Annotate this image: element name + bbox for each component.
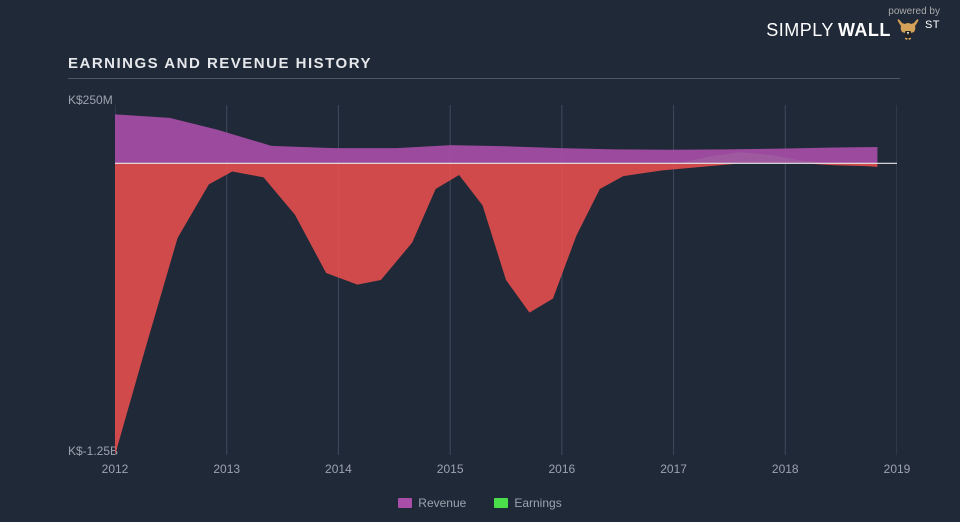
chart-legend: Revenue Earnings — [0, 496, 960, 510]
revenue-swatch — [398, 498, 412, 508]
x-axis-tick-label: 2019 — [884, 462, 911, 476]
x-axis-tick-label: 2017 — [660, 462, 687, 476]
brand-light: SIMPLY — [766, 20, 834, 41]
x-axis-tick-label: 2014 — [325, 462, 352, 476]
brand-suffix: ST — [925, 19, 940, 31]
x-axis-tick-label: 2012 — [102, 462, 129, 476]
brand-name: SIMPLY WALL ST — [766, 17, 940, 43]
powered-by-label: powered by — [766, 6, 940, 17]
revenue-legend-label: Revenue — [418, 496, 466, 510]
chart-title: EARNINGS AND REVENUE HISTORY — [68, 55, 372, 72]
x-axis-tick-label: 2016 — [548, 462, 575, 476]
x-axis-tick-label: 2013 — [213, 462, 240, 476]
y-axis-label-bottom: K$-1.25B — [68, 444, 118, 458]
earnings-legend-label: Earnings — [514, 496, 561, 510]
chart-plot-area — [115, 105, 897, 455]
legend-item-revenue: Revenue — [398, 496, 466, 510]
earnings-swatch — [494, 498, 508, 508]
x-axis-tick-label: 2018 — [772, 462, 799, 476]
brand-bold: WALL — [838, 20, 891, 41]
brand-logo: powered by SIMPLY WALL ST — [766, 6, 940, 43]
x-axis-labels: 20122013201420152016201720182019 — [115, 462, 897, 480]
legend-item-earnings: Earnings — [494, 496, 561, 510]
bull-icon — [895, 17, 921, 43]
title-underline — [68, 78, 900, 79]
x-axis-tick-label: 2015 — [437, 462, 464, 476]
y-axis-label-top: K$250M — [68, 93, 113, 107]
